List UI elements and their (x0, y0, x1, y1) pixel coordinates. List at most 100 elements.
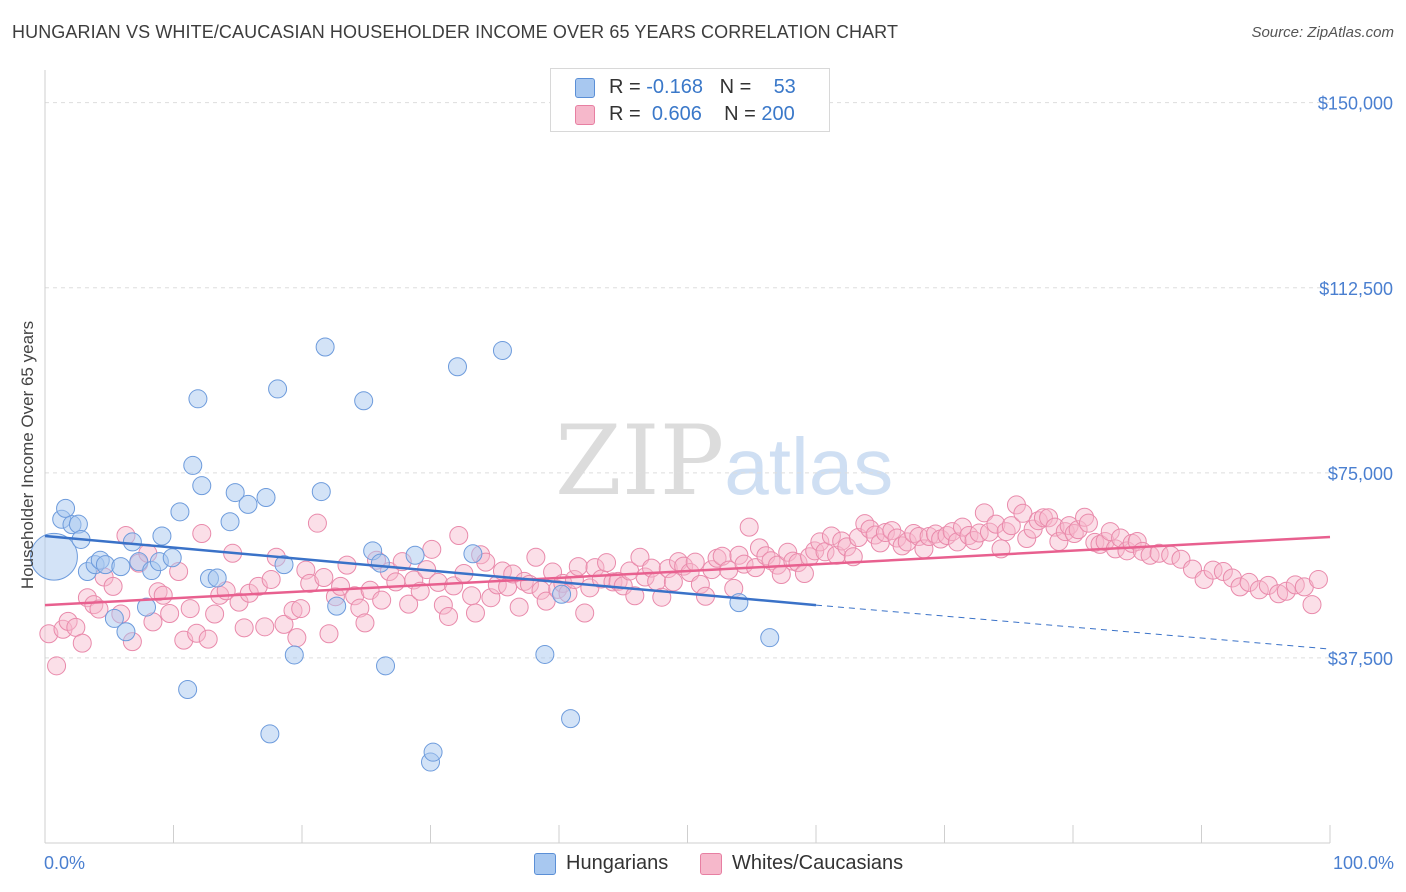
whites-caucasians-point (663, 572, 683, 592)
whites-caucasians-point (291, 599, 311, 619)
whites-caucasians-point (89, 599, 109, 619)
whites-caucasians-point (821, 526, 841, 546)
hungarians-point (192, 476, 212, 496)
hungarians-point (370, 553, 390, 573)
whites-caucasians-point (509, 597, 529, 617)
legend-n-label: N = (724, 103, 762, 125)
legend-r-value: -0.168 (646, 76, 703, 98)
whites-caucasians-point (319, 624, 339, 644)
whites-caucasians-point (192, 524, 212, 544)
watermark-atlas: atlas (724, 422, 894, 511)
whites-caucasians-point (198, 629, 218, 649)
hungarians-point (170, 502, 190, 522)
whites-caucasians-point (739, 517, 759, 537)
whites-caucasians-point (1149, 543, 1169, 563)
whites-caucasians-point (314, 567, 334, 587)
whites-caucasians-point (788, 553, 808, 573)
whites-caucasians-point (1064, 524, 1084, 544)
hungarians-point (225, 483, 245, 503)
hungarians-point (463, 544, 483, 564)
hungarians-point (104, 608, 124, 628)
correlation-legend: R = -0.168 N = 53 R = 0.606 N = 200 (550, 68, 830, 132)
whites-caucasians-point (274, 614, 294, 634)
hungarians-point (268, 379, 288, 399)
whites-caucasians-point (1269, 584, 1289, 604)
chart-title: HUNGARIAN VS WHITE/CAUCASIAN HOUSEHOLDER… (12, 22, 899, 42)
whites-caucasians-point (1239, 572, 1259, 592)
whites-caucasians-point (1039, 508, 1059, 528)
whites-caucasians-point (1068, 520, 1088, 540)
whites-caucasians-point (1230, 577, 1250, 597)
whites-caucasians-point (690, 574, 710, 594)
legend-swatch-whites (575, 105, 595, 125)
whites-caucasians-point (39, 624, 59, 644)
hungarians-point (405, 545, 425, 565)
hungarians-point (423, 742, 443, 762)
whites-caucasians-point (1203, 560, 1223, 580)
whites-caucasians-point (180, 599, 200, 619)
y-tick-label: $150,000 (1318, 94, 1393, 114)
whites-caucasians-point (345, 586, 365, 606)
whites-caucasians-point (438, 606, 458, 626)
whites-caucasians-point (996, 522, 1016, 542)
whites-caucasians-point (937, 526, 957, 546)
hungarians-point (238, 494, 258, 514)
hungarians-point (162, 548, 182, 568)
bottom-legend-label-hungarians: Hungarians (566, 852, 669, 874)
chart-source: Source: ZipAtlas.com (1251, 24, 1394, 41)
hungarians-point (111, 557, 131, 577)
whites-caucasians-point (300, 573, 320, 593)
whites-caucasians-point (287, 628, 307, 648)
whites-caucasians-point (148, 582, 168, 602)
y-axis-label: Householder Income Over 65 years (18, 321, 37, 589)
hungarians-point (447, 357, 467, 377)
legend-r-label: R = (609, 103, 647, 125)
whites-trend-line (44, 535, 1331, 607)
whites-caucasians-point (386, 572, 406, 592)
whites-caucasians-point (947, 532, 967, 552)
whites-caucasians-point (47, 656, 67, 676)
whites-caucasians-point (234, 618, 254, 638)
whites-caucasians-point (261, 569, 281, 589)
hungarians-point (376, 656, 396, 676)
whites-caucasians-point (892, 536, 912, 556)
whites-caucasians-point (778, 542, 798, 562)
hungarians-point (492, 340, 512, 360)
whites-caucasians-point (810, 532, 830, 552)
whites-caucasians-point (1017, 528, 1037, 548)
whites-caucasians-point (355, 613, 375, 633)
whites-caucasians-point (72, 633, 92, 653)
whites-caucasians-point (904, 524, 924, 544)
hungarians-point (327, 596, 347, 616)
hungarians-point (207, 568, 227, 588)
hungarians-point (354, 391, 374, 411)
legend-r-label: R = (609, 76, 647, 98)
hungarians-point (284, 645, 304, 665)
whites-caucasians-point (979, 522, 999, 542)
whites-caucasians-point (931, 529, 951, 549)
hungarians-point (561, 709, 581, 729)
hungarians-point (535, 644, 555, 664)
whites-caucasians-point (372, 590, 392, 610)
whites-caucasians-point (625, 586, 645, 606)
whites-caucasians-point (1308, 569, 1328, 589)
hungarians-point (122, 532, 142, 552)
hungarians-point (178, 680, 198, 700)
x-tick-label: 0.0% (44, 853, 85, 873)
hungarians-point (315, 337, 335, 357)
hungarians-point (56, 498, 76, 518)
bottom-legend-label-whites: Whites/Caucasians (732, 852, 904, 874)
whites-caucasians-point (465, 603, 485, 623)
hungarians-point (274, 555, 294, 575)
hungarians-point (729, 593, 749, 613)
bottom-legend-swatch-hungarians (534, 853, 556, 875)
whites-caucasians-point (160, 604, 180, 623)
hungarians-point (760, 628, 780, 648)
whites-caucasians-point (307, 513, 327, 533)
hungarians-point (220, 512, 240, 532)
hungarians-point (30, 532, 78, 581)
hungarians-point (552, 584, 572, 604)
bottom-legend-swatch-whites (700, 853, 722, 875)
legend-swatch-hungarians (575, 78, 595, 98)
